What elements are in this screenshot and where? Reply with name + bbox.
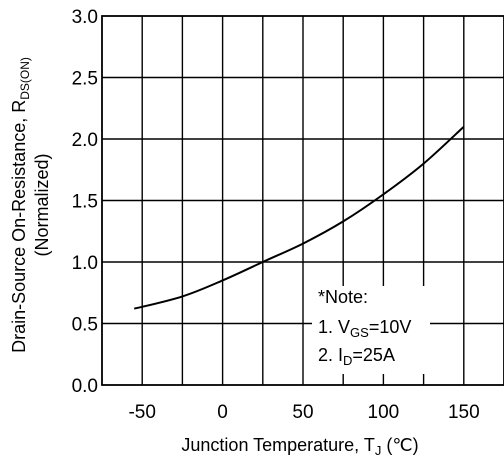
series-layer [133,125,465,310]
note-background [312,286,430,374]
y-axis-label-line1: Drain-Source On-Resistance, RDS(ON) [9,57,32,353]
y-tick-labels: 0.0 0.5 1.0 1.5 2.0 2.5 3.0 [72,7,98,397]
y-tick-label: 1.5 [72,192,98,213]
x-tick-labels: -50 0 50 100 150 [128,402,479,423]
x-tick-label: 150 [448,402,480,423]
series-line [133,125,465,310]
x-tick-label: -50 [128,402,155,423]
y-tick-label: 2.0 [72,130,98,151]
y-axis-label-line2: (Normalized) [32,153,52,256]
y-tick-label: 0.0 [72,376,98,397]
x-axis-label: Junction Temperature, TJ (℃) [181,435,418,456]
x-tick-label: 0 [217,402,228,423]
y-tick-label: 3.0 [72,7,98,28]
x-tick-label: 100 [368,402,400,423]
horizontal-gridlines [102,76,504,325]
plot-frame [101,15,504,386]
y-tick-label: 2.5 [72,69,98,90]
note-line-2: 2. ID=25A [318,345,395,368]
y-tick-label: 0.5 [72,315,98,336]
note-line-1: 1. VGS=10V [318,317,411,340]
note-title: *Note: [318,287,368,307]
x-tick-label: 50 [292,402,313,423]
y-tick-label: 1.0 [72,253,98,274]
